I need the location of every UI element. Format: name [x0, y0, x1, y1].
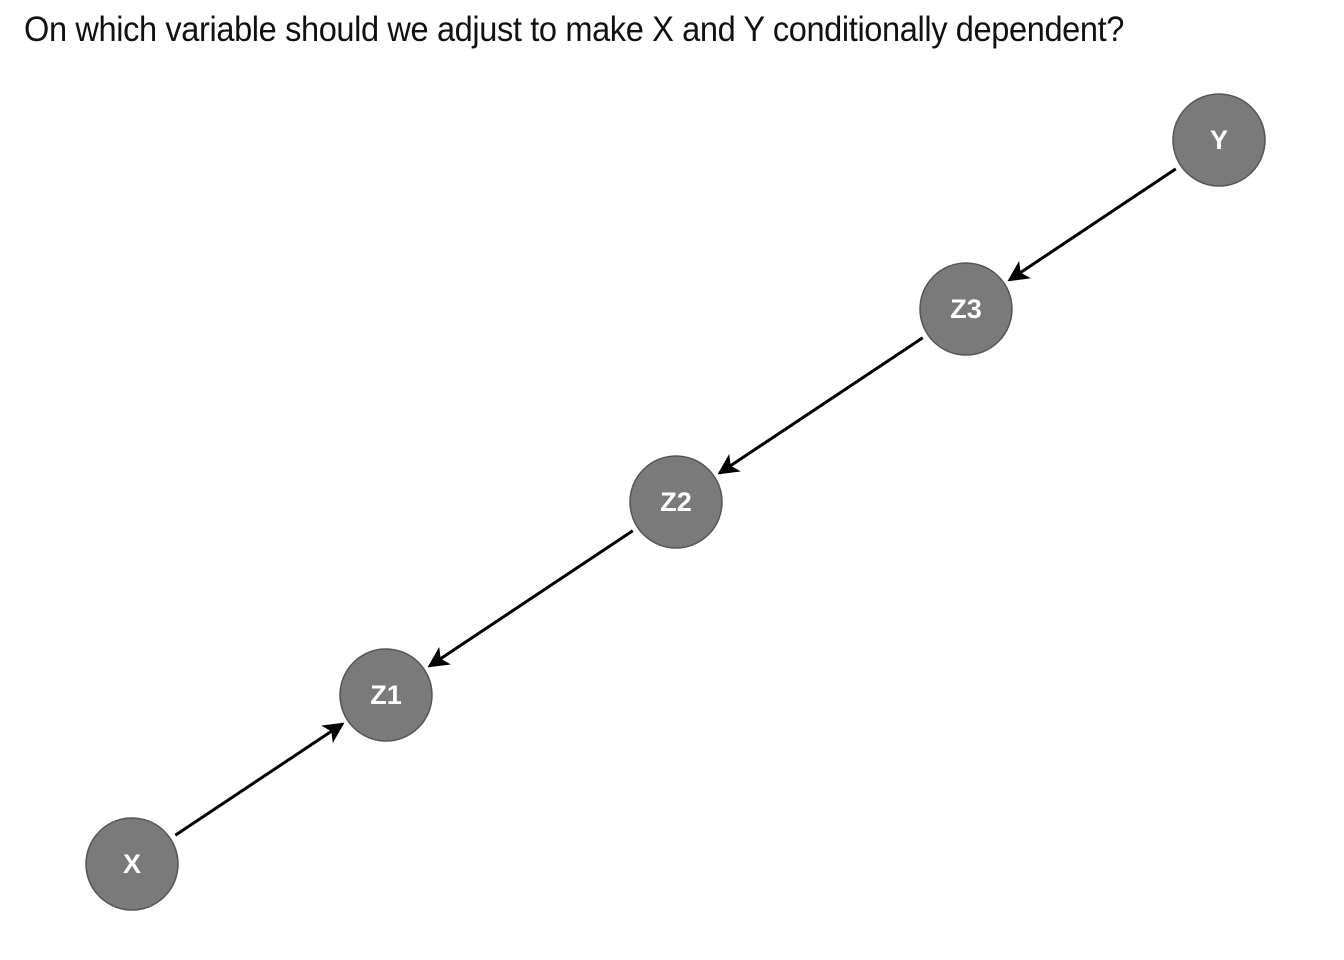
node-circle-z1	[339, 648, 433, 742]
node-circle-z2	[629, 455, 723, 549]
edges-layer	[174, 167, 1177, 837]
edge-x-to-z1	[174, 722, 345, 837]
nodes-layer: X Z1 Z2 Z3 Y	[85, 93, 1266, 911]
node-label-z1: Z1	[370, 680, 402, 710]
node-circle-y	[1172, 93, 1266, 187]
node-label-z2: Z2	[660, 487, 692, 517]
node-z1: Z1	[339, 648, 433, 742]
node-label-x: X	[123, 849, 141, 879]
node-z2: Z2	[629, 455, 723, 549]
node-z3: Z3	[919, 262, 1013, 356]
edge-z2-to-z1	[427, 529, 634, 668]
edge-y-to-z3	[1007, 167, 1177, 282]
node-circle-x	[85, 817, 179, 911]
node-x: X	[85, 817, 179, 911]
question-title: On which variable should we adjust to ma…	[24, 10, 1125, 49]
edge-z3-to-z2	[717, 336, 924, 475]
node-label-y: Y	[1210, 125, 1228, 155]
node-label-z3: Z3	[950, 294, 982, 324]
node-y: Y	[1172, 93, 1266, 187]
node-circle-z3	[919, 262, 1013, 356]
